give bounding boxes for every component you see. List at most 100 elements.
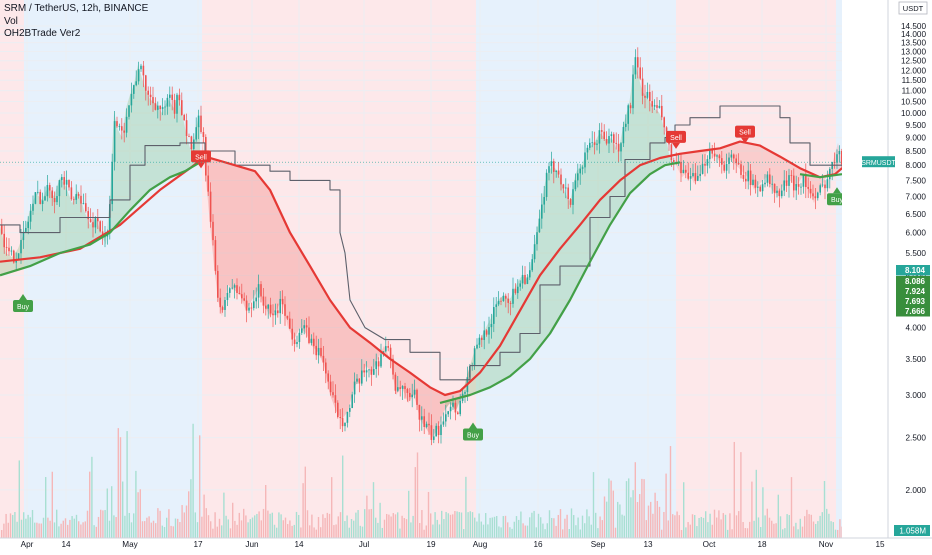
candle-body xyxy=(639,67,641,79)
candle-body xyxy=(507,298,509,303)
candle-body xyxy=(406,389,409,393)
candle-body xyxy=(291,328,293,340)
volume-bar xyxy=(106,488,108,538)
y-tick-label: 6.000 xyxy=(906,229,927,238)
candle-body xyxy=(704,163,706,166)
volume-bar xyxy=(368,509,370,538)
volume-bar xyxy=(625,481,628,538)
volume-bar xyxy=(401,515,403,538)
volume-bar xyxy=(247,522,249,538)
candle-body xyxy=(641,78,644,96)
volume-bar xyxy=(280,514,282,538)
candle-body xyxy=(694,173,697,181)
candle-body xyxy=(586,147,589,153)
candle-body xyxy=(353,381,356,395)
candle-body xyxy=(773,183,776,193)
candle-body xyxy=(802,174,805,187)
y-tick-label: 7.000 xyxy=(906,193,927,202)
volume-bar xyxy=(489,517,491,538)
candle-body xyxy=(819,185,821,193)
candle-body xyxy=(61,177,63,181)
candle-body xyxy=(387,346,389,348)
candle-body xyxy=(289,318,291,329)
volume-bar xyxy=(262,508,265,538)
candle-body xyxy=(193,139,195,149)
candle-body xyxy=(248,307,250,311)
signal-label: Buy xyxy=(467,432,480,439)
candle-body xyxy=(637,57,639,68)
candle-body xyxy=(34,192,37,204)
candle-body xyxy=(793,175,795,191)
volume-bar xyxy=(163,527,166,538)
candle-body xyxy=(560,174,562,185)
volume-bar xyxy=(295,511,298,538)
volume-bar xyxy=(696,526,698,538)
volume-bar xyxy=(130,522,133,538)
volume-bar xyxy=(667,520,669,538)
candle-body xyxy=(493,307,495,324)
candle-body xyxy=(613,134,615,143)
signal-box xyxy=(13,299,33,312)
candle-body xyxy=(133,85,135,94)
candle-body xyxy=(584,152,586,168)
bullish-ma-line-1 xyxy=(0,161,201,277)
volume-bar xyxy=(102,510,104,538)
y-tick-label: 2.000 xyxy=(906,486,927,495)
volume-bar xyxy=(716,517,718,538)
volume-bar xyxy=(533,510,535,538)
candle-body xyxy=(555,170,557,172)
volume-bar xyxy=(764,515,766,538)
volume-bar xyxy=(588,516,590,538)
candle-body xyxy=(601,130,603,132)
candle-body xyxy=(617,143,620,152)
candle-body xyxy=(262,296,265,306)
volume-bar xyxy=(177,518,179,538)
volume-bar xyxy=(56,509,58,538)
candle-body xyxy=(49,185,51,191)
volume-bar xyxy=(801,526,804,538)
y-tick-label: 8.000 xyxy=(906,161,927,170)
candle-body xyxy=(116,121,118,127)
price-badge xyxy=(896,265,930,276)
candle-body xyxy=(577,173,579,181)
volume-bar xyxy=(652,513,654,538)
candle-body xyxy=(497,300,500,305)
candle-body xyxy=(339,417,341,419)
candle-body xyxy=(363,370,365,373)
candle-body xyxy=(531,259,533,271)
candle-body xyxy=(505,295,507,299)
volume-bar xyxy=(122,481,124,538)
volume-bar xyxy=(590,524,592,538)
candle-body xyxy=(399,387,401,389)
candle-body xyxy=(481,337,483,341)
volume-bar xyxy=(724,514,727,538)
volume-bar xyxy=(777,494,779,538)
volume-bar xyxy=(412,515,414,538)
y-tick-label: 3.000 xyxy=(906,391,927,400)
volume-bar xyxy=(511,528,513,538)
candle-body xyxy=(173,99,176,114)
volume-bar xyxy=(117,428,119,538)
candle-body xyxy=(682,169,685,174)
volume-bar xyxy=(84,521,86,538)
candle-body xyxy=(745,178,747,182)
volume-bar xyxy=(188,491,190,538)
volume-bar xyxy=(456,511,458,538)
volume-bar xyxy=(826,508,828,538)
candle-body xyxy=(807,187,809,189)
candle-body xyxy=(665,127,668,132)
candle-body xyxy=(243,298,245,301)
candle-body xyxy=(752,179,754,185)
volume-bar xyxy=(386,513,388,538)
candle-body xyxy=(569,199,572,205)
volume-bar xyxy=(238,512,240,538)
volume-bar xyxy=(551,517,553,538)
volume-bar xyxy=(375,517,377,538)
volume-bar xyxy=(236,524,238,538)
volume-bar xyxy=(210,521,212,538)
candle-body xyxy=(826,179,829,189)
candle-body xyxy=(567,187,569,200)
volume-bar xyxy=(557,514,559,538)
candle-body xyxy=(159,105,161,110)
